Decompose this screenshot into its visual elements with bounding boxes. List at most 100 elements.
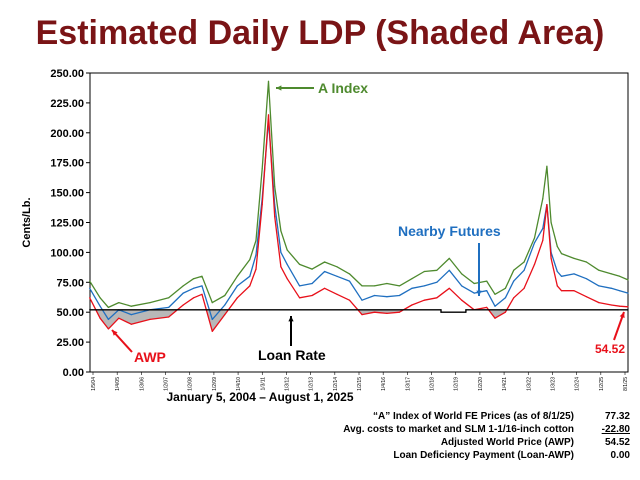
series-a-index-point [619,275,621,277]
a-index-arrow-head [276,85,282,91]
y-tick-label: 150.00 [50,188,84,200]
series-awp-point [627,306,629,308]
series-awp-point [436,297,438,299]
annotation-a-index: A Index [318,80,368,96]
series-awp-point [348,299,351,301]
summary-label: Loan Deficiency Payment (Loan-AWP) [393,450,574,461]
series-a-index-point [280,230,282,232]
x-tick-label: 1/2/07 [164,377,170,391]
series-a-index-point [267,80,270,82]
series-awp-point [610,304,613,306]
series-loan-rate-point [465,311,467,313]
series-awp-point [130,323,132,325]
series-awp-point [556,285,558,287]
series-awp-point [149,318,151,320]
series-loan-rate-point [440,311,442,313]
series-nearby-futures-point [224,304,226,306]
series-nearby-futures-point [513,280,515,282]
summary-row: “A” Index of World FE Prices (as of 8/1/… [240,410,630,423]
ldp-chart: 0.00 25.00 50.00 75.00 100.00 125.00 150.00 175… [21,68,629,391]
series-awp-point [211,330,213,332]
series-awp-point [182,304,184,306]
loan-rate-arrow-head [288,316,294,322]
series-nearby-futures-point [598,285,600,287]
series-nearby-futures-point [249,275,251,277]
x-tick-label: 1/2/13 [309,377,315,391]
series-a-index-point [386,282,388,285]
series-awp-point [423,299,425,301]
x-tick-label: 1/4/05 [115,377,121,391]
series-a-index-point [504,287,506,289]
series-nearby-futures-point [182,292,184,294]
series-awp-point [168,316,170,318]
series-nearby-futures-point [573,273,575,275]
x-tick-label: 1/2/20 [478,377,484,391]
series-awp-point [224,314,226,316]
summary-value: 77.32 [604,411,630,422]
series-a-index-point [523,261,525,263]
series-awp-point [118,317,120,319]
x-tick-label: 1/4/21 [502,377,508,391]
series-nearby-futures-point [473,292,475,294]
series-nearby-futures-point [585,278,588,280]
series-a-index-point [598,269,600,271]
x-tick-label: 1/2/09 [212,377,218,391]
series-nearby-futures-point [461,285,463,287]
summary-label: Avg. costs to market and SLM 1-1/16-inch… [343,424,574,435]
series-a-index-point [201,275,203,277]
series-a-index-point [461,273,463,275]
series-awp-point [373,311,376,313]
series-nearby-futures-point [336,275,338,277]
series-awp-point [286,278,288,280]
series-awp-point [274,215,276,218]
series-a-index-point [513,269,515,271]
series-nearby-futures-point [386,296,388,298]
series-awp-point [448,287,450,289]
series-loan-rate [89,309,628,313]
x-tick-label: 1/4/16 [381,377,387,391]
x-tick-label: 1/3/17 [405,377,411,391]
series-nearby-futures-point [130,314,132,316]
series-a-index-point [486,280,488,282]
series-nearby-futures-point [361,299,363,301]
series-a-index-point [556,245,558,247]
series-nearby-futures-point [411,287,413,289]
series-nearby-futures-point [89,287,91,289]
series-awp-point [494,317,496,319]
summary-label: “A” Index of World FE Prices (as of 8/1/… [373,411,574,422]
series-awp-point [201,293,203,295]
x-tick-label: 1/2/14 [333,377,339,391]
series-nearby-futures-point [373,294,376,297]
series-awp-point [99,317,101,319]
series-a-index-point [610,273,613,275]
x-tick-label: 1/3/12 [284,377,290,391]
summary-value: 0.00 [610,450,630,461]
series-nearby-futures-point [107,318,109,320]
series-nearby-futures-point [504,297,506,299]
y-tick-label: 0.00 [63,367,84,379]
series-nearby-futures-point [523,269,525,271]
series-a-index-point [89,280,91,282]
series-awp-point [336,293,338,295]
series-awp-point [542,239,544,241]
series-a-index-point [311,268,313,270]
series-a-index-point [550,221,552,224]
series-a-index-point [573,257,575,259]
series-a-index-point [193,278,195,280]
x-tick-label: 8/1/25 [623,377,629,391]
series-a-index-point [560,253,563,255]
series-a-index-point [423,270,425,273]
series-awp-point [280,266,282,268]
series-awp-point [411,304,413,306]
series-awp-point [311,294,313,297]
series-nearby-futures-point [542,227,544,230]
series-a-index-point [324,261,326,263]
series-a-index-point [533,237,536,239]
series-awp-point [299,297,301,299]
series-a-index-point [542,198,544,200]
series-a-index-point [118,302,120,304]
series-awp-point [324,287,326,289]
series-nearby-futures-point [236,285,238,287]
series-nearby-futures-point [211,318,213,320]
x-tick-label: 1/2/24 [575,377,581,391]
